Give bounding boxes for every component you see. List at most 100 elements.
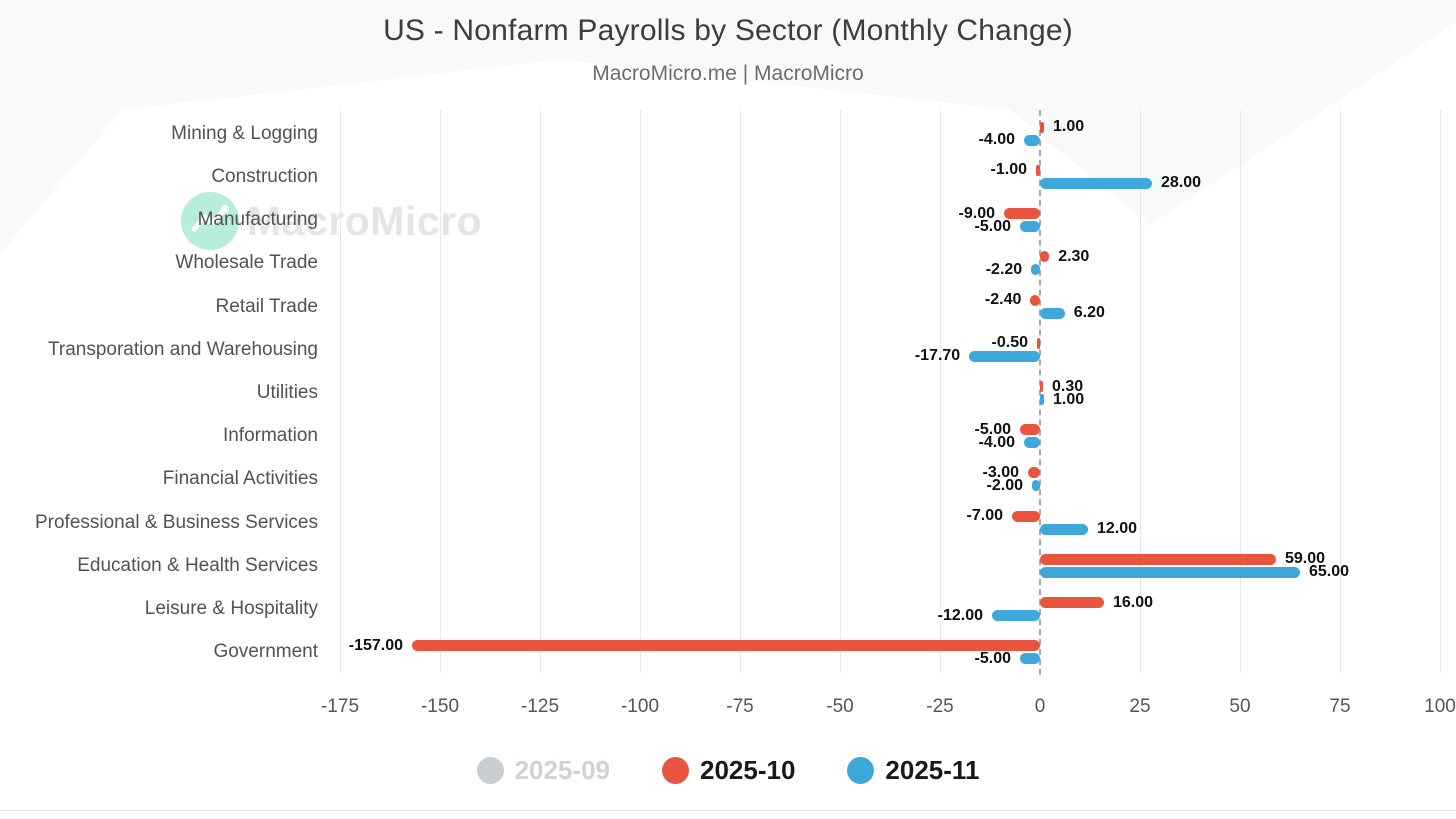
value-label: 1.00 bbox=[1053, 390, 1085, 408]
gridline bbox=[940, 110, 941, 673]
legend-item-2025-09[interactable]: 2025-09 bbox=[476, 754, 610, 786]
legend-label: 2025-10 bbox=[700, 754, 796, 785]
bar-2025-11 bbox=[1040, 177, 1152, 189]
value-label: -2.20 bbox=[985, 260, 1023, 278]
legend-label: 2025-09 bbox=[514, 754, 610, 785]
bar-2025-11 bbox=[1040, 566, 1300, 578]
legend-dot-icon bbox=[476, 756, 504, 784]
value-label: 2.30 bbox=[1058, 247, 1090, 265]
value-label: -2.00 bbox=[986, 476, 1023, 494]
x-tick-label: -25 bbox=[926, 696, 954, 717]
bar-2025-10 bbox=[1040, 251, 1050, 263]
gridline bbox=[840, 110, 841, 673]
x-tick-label: -150 bbox=[420, 696, 460, 717]
legend-dot-icon bbox=[662, 756, 689, 784]
value-label: -12.00 bbox=[937, 606, 983, 624]
x-tick-label: 75 bbox=[1329, 696, 1351, 717]
bar-2025-11 bbox=[1040, 394, 1044, 405]
gridline bbox=[540, 110, 541, 673]
category-label: Manufacturing bbox=[197, 209, 318, 231]
chart-title: US - Nonfarm Payrolls by Sector (Monthly… bbox=[383, 14, 1073, 47]
value-label: -4.00 bbox=[978, 131, 1015, 149]
value-label: 1.00 bbox=[1053, 118, 1085, 136]
bar-2025-10 bbox=[1040, 121, 1044, 133]
gridline bbox=[1140, 110, 1141, 673]
bar-2025-11 bbox=[1020, 653, 1040, 665]
zero-baseline bbox=[1039, 110, 1041, 675]
value-label: -17.70 bbox=[914, 347, 961, 365]
bar-2025-10 bbox=[1036, 164, 1040, 176]
value-label: 6.20 bbox=[1073, 304, 1105, 322]
macromicro-watermark-text: MacroMicro bbox=[247, 197, 483, 244]
category-label: Mining & Logging bbox=[171, 122, 318, 144]
category-label: Wholesale Trade bbox=[175, 252, 318, 274]
value-label: 0.30 bbox=[1052, 377, 1084, 395]
x-tick-label: 100 bbox=[1424, 696, 1456, 717]
bar-2025-11 bbox=[969, 350, 1040, 362]
macromicro-logo-icon bbox=[181, 192, 239, 250]
bar-2025-10 bbox=[1040, 381, 1043, 392]
category-label: Government bbox=[213, 641, 318, 663]
x-tick-label: 25 bbox=[1129, 696, 1151, 717]
bar-2025-11 bbox=[1024, 437, 1040, 449]
macromicro-watermark: MacroMicro bbox=[181, 192, 482, 250]
legend-label: 2025-11 bbox=[885, 754, 980, 785]
gridline bbox=[740, 110, 741, 673]
category-label: Construction bbox=[211, 165, 318, 187]
bar-2025-11 bbox=[1020, 221, 1040, 233]
category-label: Information bbox=[222, 425, 318, 447]
bar-2025-10 bbox=[1037, 337, 1040, 349]
x-tick-label: 50 bbox=[1229, 696, 1251, 717]
value-label: -3.00 bbox=[982, 463, 1019, 481]
value-label: -4.00 bbox=[978, 433, 1015, 451]
bar-2025-11 bbox=[1040, 307, 1065, 319]
bar-2025-11 bbox=[1024, 134, 1040, 146]
value-label: -7.00 bbox=[966, 507, 1003, 525]
value-label: -1.00 bbox=[990, 161, 1027, 179]
bar-2025-10 bbox=[1028, 467, 1040, 479]
value-label: 65.00 bbox=[1309, 563, 1350, 581]
gridline bbox=[1440, 110, 1441, 673]
bar-2025-11 bbox=[1031, 264, 1040, 276]
legend-dot-icon bbox=[847, 756, 875, 784]
value-label: 28.00 bbox=[1161, 174, 1202, 192]
bottom-divider bbox=[0, 810, 1456, 811]
category-label: Transporation and Warehousing bbox=[47, 338, 318, 360]
category-label: Financial Activities bbox=[162, 468, 318, 490]
category-label: Utilities bbox=[256, 382, 318, 403]
value-label: -157.00 bbox=[348, 636, 403, 654]
bar-2025-10 bbox=[1004, 208, 1040, 220]
value-label: -2.40 bbox=[984, 291, 1022, 309]
value-label: -5.00 bbox=[974, 217, 1011, 235]
category-label: Retail Trade bbox=[215, 295, 318, 317]
bar-2025-11 bbox=[1032, 480, 1040, 492]
legend-item-2025-10[interactable]: 2025-10 bbox=[662, 755, 795, 786]
chart-subtitle: MacroMicro.me | MacroMicro bbox=[592, 62, 864, 85]
x-tick-label: -75 bbox=[726, 696, 754, 717]
value-label: -0.50 bbox=[991, 334, 1028, 352]
bar-2025-10 bbox=[1040, 553, 1276, 565]
value-label: -9.00 bbox=[958, 204, 995, 222]
x-tick-label: -100 bbox=[620, 696, 660, 717]
category-label: Professional & Business Services bbox=[34, 511, 318, 533]
bar-2025-10 bbox=[1030, 294, 1040, 306]
legend: 2025-09 2025-10 2025-11 bbox=[0, 744, 1456, 796]
bar-2025-10 bbox=[1040, 597, 1104, 609]
gridline bbox=[1340, 110, 1341, 673]
x-tick-label: -50 bbox=[826, 696, 854, 717]
x-tick-label: -175 bbox=[320, 696, 360, 717]
bar-2025-10 bbox=[1020, 424, 1040, 436]
bar-2025-10 bbox=[412, 640, 1040, 652]
category-label: Leisure & Hospitality bbox=[144, 598, 318, 620]
gridline bbox=[440, 110, 441, 673]
bar-2025-11 bbox=[1040, 523, 1088, 535]
category-label: Education & Health Services bbox=[77, 554, 318, 576]
gridline bbox=[340, 110, 341, 673]
value-label: 12.00 bbox=[1097, 520, 1138, 538]
bar-2025-10 bbox=[1012, 510, 1040, 522]
value-label: 59.00 bbox=[1285, 550, 1326, 568]
legend-item-2025-11[interactable]: 2025-11 bbox=[847, 755, 979, 786]
value-label: -5.00 bbox=[974, 649, 1011, 667]
